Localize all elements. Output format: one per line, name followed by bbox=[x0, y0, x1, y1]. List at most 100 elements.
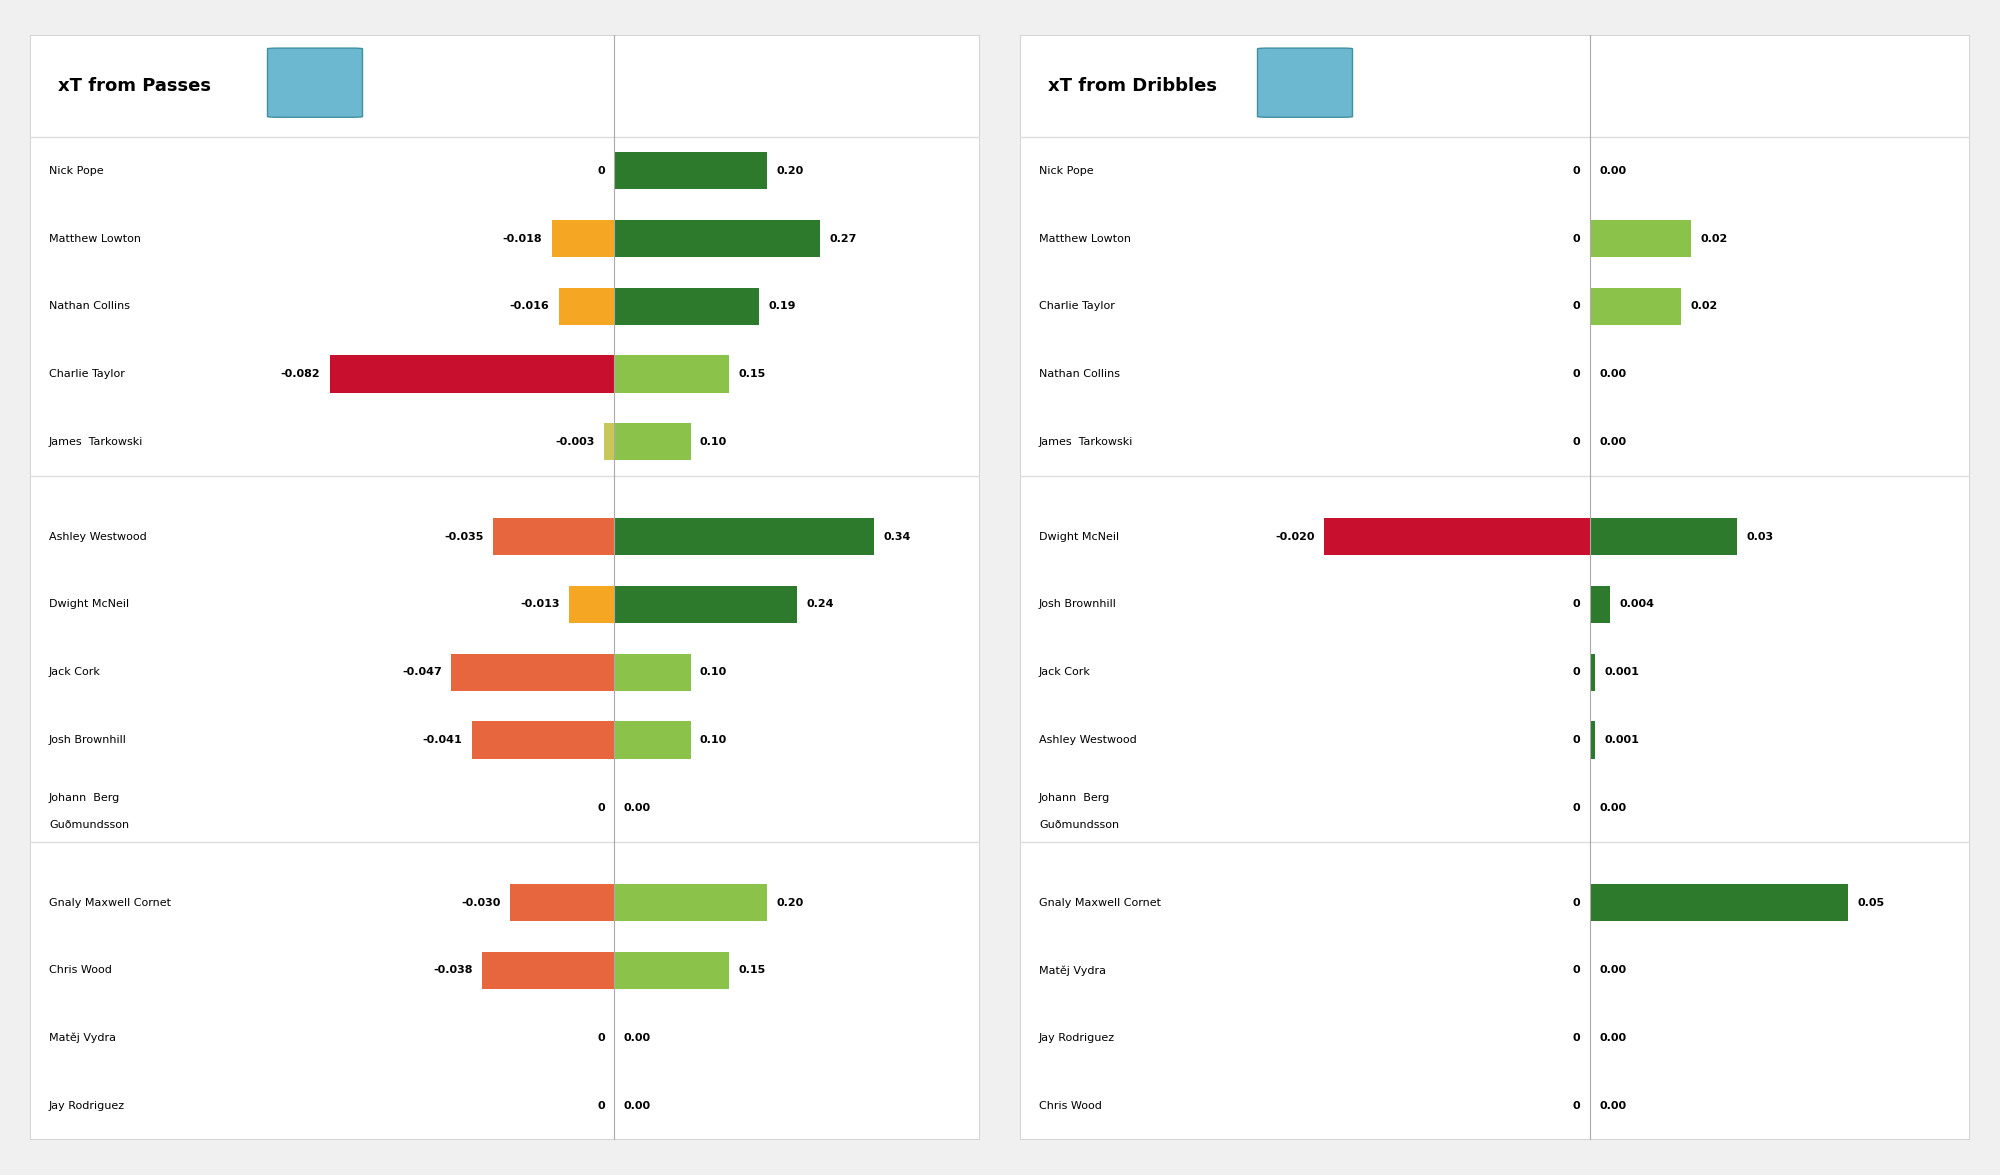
Text: 0.15: 0.15 bbox=[738, 369, 766, 380]
Text: 0.00: 0.00 bbox=[1600, 166, 1626, 176]
Text: 0.00: 0.00 bbox=[1600, 369, 1626, 380]
Bar bbox=[614, 355, 728, 392]
Bar bbox=[1590, 653, 1596, 691]
Bar bbox=[604, 423, 614, 461]
Text: Nathan Collins: Nathan Collins bbox=[48, 301, 130, 311]
Bar bbox=[614, 152, 766, 189]
Text: James  Tarkowski: James Tarkowski bbox=[1040, 437, 1134, 447]
Text: Josh Brownhill: Josh Brownhill bbox=[1040, 599, 1116, 610]
Text: 0: 0 bbox=[1572, 599, 1580, 610]
Text: -0.041: -0.041 bbox=[422, 734, 462, 745]
Text: 0.03: 0.03 bbox=[1746, 531, 1774, 542]
Text: 0.02: 0.02 bbox=[1690, 301, 1718, 311]
Text: 0: 0 bbox=[1572, 369, 1580, 380]
Text: Gnaly Maxwell Cornet: Gnaly Maxwell Cornet bbox=[1040, 898, 1160, 907]
Text: Chris Wood: Chris Wood bbox=[48, 966, 112, 975]
Text: 0.20: 0.20 bbox=[776, 898, 804, 907]
Text: -0.038: -0.038 bbox=[434, 966, 472, 975]
Text: -0.003: -0.003 bbox=[554, 437, 594, 447]
Text: 0.27: 0.27 bbox=[830, 234, 856, 243]
Text: Matthew Lowton: Matthew Lowton bbox=[1040, 234, 1132, 243]
Text: Matthew Lowton: Matthew Lowton bbox=[48, 234, 140, 243]
Text: 0.24: 0.24 bbox=[806, 599, 834, 610]
Text: 0.00: 0.00 bbox=[624, 1101, 650, 1110]
Text: -0.018: -0.018 bbox=[502, 234, 542, 243]
Bar bbox=[1590, 288, 1682, 325]
Text: -0.020: -0.020 bbox=[1276, 531, 1314, 542]
Bar bbox=[614, 721, 690, 759]
Bar bbox=[330, 355, 614, 392]
Text: 0: 0 bbox=[1572, 734, 1580, 745]
Text: 0.001: 0.001 bbox=[1604, 734, 1640, 745]
Bar bbox=[1590, 220, 1692, 257]
Text: 0.20: 0.20 bbox=[776, 166, 804, 176]
Text: 0.00: 0.00 bbox=[1600, 1101, 1626, 1110]
Text: 0.15: 0.15 bbox=[738, 966, 766, 975]
Text: 0.001: 0.001 bbox=[1604, 667, 1640, 677]
Text: -0.047: -0.047 bbox=[402, 667, 442, 677]
Text: 0: 0 bbox=[1572, 898, 1580, 907]
Text: Guðmundsson: Guðmundsson bbox=[1040, 820, 1120, 830]
Bar bbox=[614, 586, 798, 623]
Text: Ashley Westwood: Ashley Westwood bbox=[1040, 734, 1136, 745]
Text: Nick Pope: Nick Pope bbox=[48, 166, 104, 176]
Bar bbox=[614, 220, 820, 257]
Text: Jack Cork: Jack Cork bbox=[1040, 667, 1090, 677]
Text: Matěj Vydra: Matěj Vydra bbox=[1040, 965, 1106, 975]
Bar bbox=[452, 653, 614, 691]
Bar bbox=[1590, 518, 1736, 556]
Text: -0.035: -0.035 bbox=[444, 531, 484, 542]
Text: Charlie Taylor: Charlie Taylor bbox=[1040, 301, 1114, 311]
Text: 0.004: 0.004 bbox=[1620, 599, 1654, 610]
Text: Josh Brownhill: Josh Brownhill bbox=[48, 734, 126, 745]
Bar bbox=[1590, 721, 1596, 759]
Text: 0.00: 0.00 bbox=[1600, 966, 1626, 975]
Bar bbox=[614, 423, 690, 461]
Text: 0.00: 0.00 bbox=[1600, 803, 1626, 813]
Text: -0.016: -0.016 bbox=[510, 301, 550, 311]
Text: 0.02: 0.02 bbox=[1700, 234, 1728, 243]
Text: James  Tarkowski: James Tarkowski bbox=[48, 437, 144, 447]
Text: Charlie Taylor: Charlie Taylor bbox=[48, 369, 124, 380]
Bar bbox=[1324, 518, 1590, 556]
Text: 0: 0 bbox=[598, 1033, 604, 1043]
Text: xT from Passes: xT from Passes bbox=[58, 78, 212, 95]
Text: 0: 0 bbox=[1572, 166, 1580, 176]
Text: 0: 0 bbox=[1572, 437, 1580, 447]
Text: -0.013: -0.013 bbox=[520, 599, 560, 610]
Text: 0: 0 bbox=[1572, 301, 1580, 311]
Bar bbox=[552, 220, 614, 257]
Text: Guðmundsson: Guðmundsson bbox=[48, 820, 130, 830]
Text: 0: 0 bbox=[1572, 1101, 1580, 1110]
Text: Jay Rodriguez: Jay Rodriguez bbox=[48, 1101, 126, 1110]
Text: Johann  Berg: Johann Berg bbox=[48, 793, 120, 803]
Text: 0: 0 bbox=[1572, 966, 1580, 975]
Text: 0: 0 bbox=[598, 166, 604, 176]
Text: 0.10: 0.10 bbox=[700, 667, 728, 677]
Text: Jack Cork: Jack Cork bbox=[48, 667, 100, 677]
Text: Gnaly Maxwell Cornet: Gnaly Maxwell Cornet bbox=[48, 898, 172, 907]
Bar bbox=[614, 288, 760, 325]
Text: Dwight McNeil: Dwight McNeil bbox=[1040, 531, 1120, 542]
Bar bbox=[510, 884, 614, 921]
Text: 0: 0 bbox=[598, 803, 604, 813]
Text: 0: 0 bbox=[1572, 803, 1580, 813]
Text: xT from Dribbles: xT from Dribbles bbox=[1048, 78, 1218, 95]
Text: Nathan Collins: Nathan Collins bbox=[1040, 369, 1120, 380]
Text: 0: 0 bbox=[1572, 1033, 1580, 1043]
Text: -0.082: -0.082 bbox=[280, 369, 320, 380]
Text: Matěj Vydra: Matěj Vydra bbox=[48, 1033, 116, 1043]
Text: Chris Wood: Chris Wood bbox=[1040, 1101, 1102, 1110]
Text: 0.34: 0.34 bbox=[884, 531, 910, 542]
Text: Dwight McNeil: Dwight McNeil bbox=[48, 599, 130, 610]
Text: 0: 0 bbox=[1572, 667, 1580, 677]
Text: Johann  Berg: Johann Berg bbox=[1040, 793, 1110, 803]
Text: 0.00: 0.00 bbox=[624, 803, 650, 813]
Bar bbox=[614, 653, 690, 691]
Text: 0.00: 0.00 bbox=[624, 1033, 650, 1043]
Bar bbox=[570, 586, 614, 623]
FancyBboxPatch shape bbox=[268, 48, 362, 118]
Text: Nick Pope: Nick Pope bbox=[1040, 166, 1094, 176]
Text: 0.00: 0.00 bbox=[1600, 1033, 1626, 1043]
Text: Jay Rodriguez: Jay Rodriguez bbox=[1040, 1033, 1116, 1043]
